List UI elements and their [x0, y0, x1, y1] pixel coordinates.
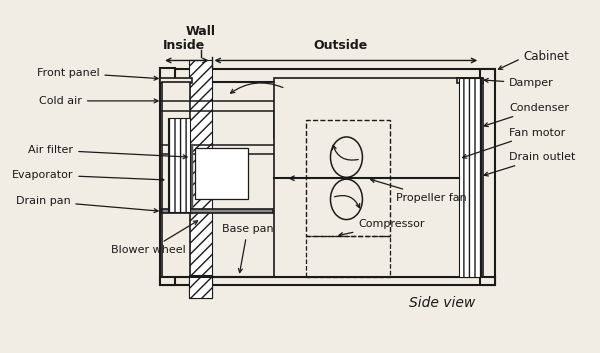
Text: Drain outlet: Drain outlet — [484, 152, 575, 176]
Bar — [168, 119, 190, 212]
Text: Propeller fan: Propeller fan — [371, 179, 467, 203]
Bar — [190, 60, 212, 298]
Text: Inside: Inside — [163, 39, 205, 52]
Text: Cold air: Cold air — [39, 96, 158, 106]
Bar — [160, 277, 494, 286]
Bar — [160, 69, 494, 82]
Text: Outside: Outside — [314, 39, 368, 52]
Text: Side view: Side view — [409, 296, 475, 310]
Bar — [274, 78, 483, 277]
Text: Front panel: Front panel — [37, 68, 158, 80]
Bar — [190, 275, 212, 298]
Bar — [162, 82, 190, 277]
Bar — [160, 78, 193, 83]
Text: Compressor: Compressor — [339, 219, 425, 237]
Text: Base pan: Base pan — [222, 224, 274, 273]
Bar — [458, 78, 481, 277]
Text: Cabinet: Cabinet — [524, 50, 569, 64]
Text: Condenser: Condenser — [484, 103, 569, 127]
Bar — [196, 148, 248, 199]
Text: Damper: Damper — [484, 78, 554, 88]
Bar — [160, 67, 175, 286]
Bar — [306, 236, 390, 277]
Text: Fan motor: Fan motor — [463, 127, 565, 158]
Text: Blower wheel: Blower wheel — [112, 221, 197, 255]
Text: Wall: Wall — [185, 25, 215, 38]
Text: Air filter: Air filter — [28, 145, 187, 159]
Bar — [306, 120, 390, 236]
Text: Drain pan: Drain pan — [16, 196, 158, 213]
Bar — [480, 69, 494, 286]
Bar — [162, 209, 272, 214]
Text: Evaporator: Evaporator — [12, 170, 164, 182]
Bar — [457, 78, 483, 83]
